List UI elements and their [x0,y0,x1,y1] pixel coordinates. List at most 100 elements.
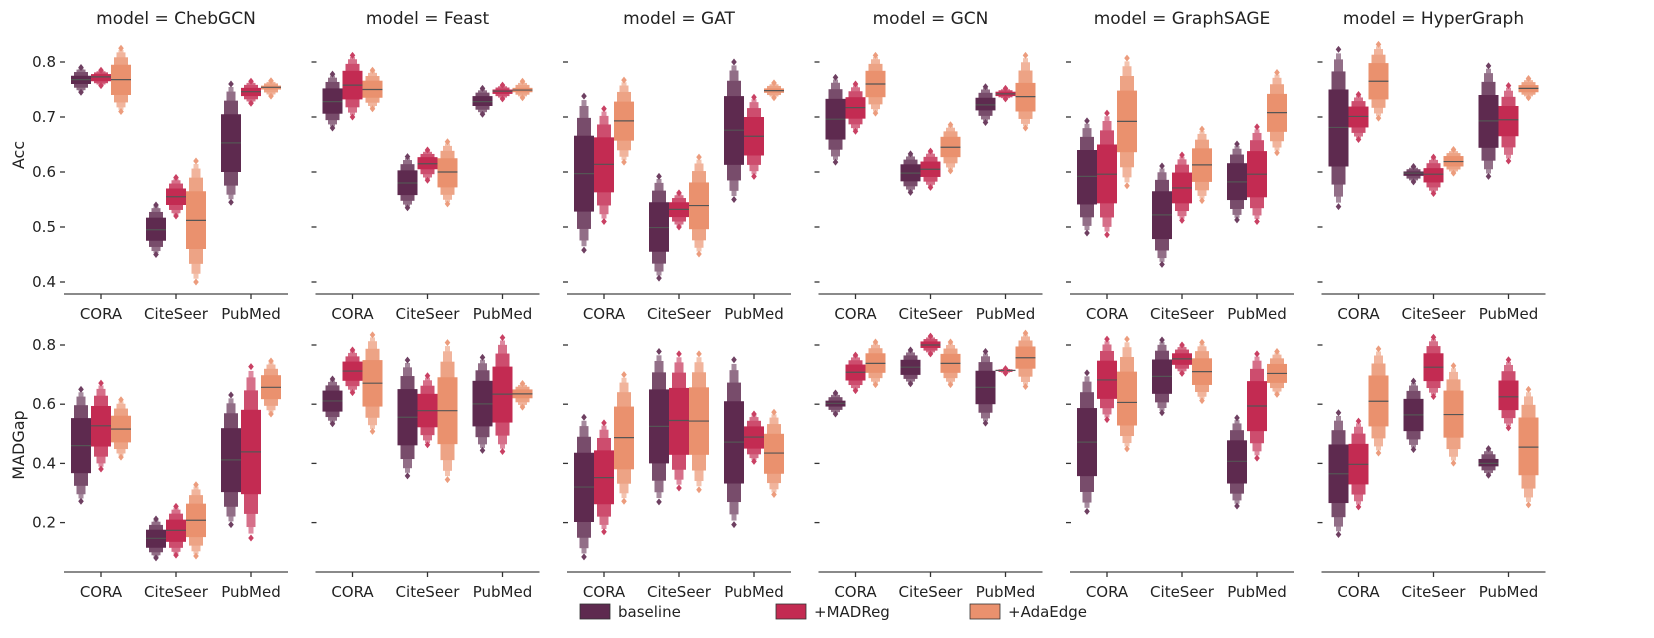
outlier-point [1410,445,1417,453]
y-tick-label: 0.8 [32,53,56,71]
outlier-point [621,371,627,379]
outlier-point [173,502,179,510]
boxen-baseline [975,348,996,427]
outlier-point [1084,229,1090,237]
outlier-point [1375,40,1382,48]
y-tick-label: 0.6 [32,395,56,413]
outlier-point [424,372,431,380]
y-axis-label: Acc [9,141,28,169]
outlier-point [248,77,254,85]
outlier-point [832,410,839,418]
boxen-adaedge [1443,362,1464,467]
outlier-point [1199,197,1205,205]
boxen-madreg [417,372,438,449]
boxen-baseline [1152,162,1172,268]
boxen-baseline [825,73,846,166]
outlier-point [329,420,336,428]
outlier-point [479,84,486,92]
outlier-point [329,70,336,78]
y-tick-label: 0.2 [32,514,56,532]
boxen-adaedge [111,44,131,115]
boxen-madreg [166,502,186,559]
outlier-point [676,189,682,197]
outlier-point [1430,189,1437,197]
outlier-point [1450,145,1457,153]
outlier-point [676,484,682,492]
outlier-point [369,331,376,339]
outlier-point [1179,151,1185,159]
outlier-point [499,81,506,89]
boxen-adaedge [689,153,709,258]
facet-panel: model = GCN CORA CiteSeer PubMed CORA CiteSee… [814,9,1043,601]
outlier-point [444,476,451,484]
outlier-point [696,153,702,161]
boxen-madreg [845,80,866,135]
boxen-madreg [594,105,614,225]
boxen-adaedge [261,357,281,418]
boxen-baseline [1403,163,1424,186]
outlier-point [1450,362,1457,370]
outlier-point [771,490,777,498]
boxen-madreg [91,379,111,473]
outlier-point [1335,530,1342,538]
boxen-madreg [492,81,513,103]
outlier-point [1179,341,1185,349]
outlier-point [751,410,757,418]
outlier-point [731,521,737,529]
outlier-point [1274,390,1280,398]
letter-value-box [91,74,111,82]
outlier-point [872,51,879,59]
outlier-point [479,110,486,118]
outlier-point [656,274,662,282]
outlier-point [1234,140,1240,148]
outlier-point [852,387,859,395]
boxen-adaedge [1518,385,1539,509]
outlier-point [1234,502,1240,510]
outlier-point [118,44,124,52]
boxen-madreg [669,350,689,492]
outlier-point [1450,459,1457,467]
boxen-adaedge [764,79,784,102]
boxen-madreg [1097,109,1117,239]
x-tick-label: CiteSeer [396,305,461,323]
outlier-point [1002,95,1009,103]
boxen-baseline [975,83,996,126]
outlier-point [832,158,839,166]
outlier-point [1022,51,1029,59]
y-tick-label: 0.5 [32,218,56,236]
outlier-point [78,88,84,96]
boxen-madreg [1172,341,1192,377]
outlier-point [581,413,587,421]
boxen-baseline [472,84,493,118]
outlier-point [1485,172,1492,180]
outlier-point [173,174,179,181]
outlier-point [479,353,486,361]
outlier-point [656,498,662,506]
letter-value-box [764,433,784,474]
boxen-adaedge [1368,40,1389,122]
boxen-baseline [1077,369,1097,515]
outlier-point [947,121,954,129]
facet-panel: model = GraphSAGE CORA CiteSeer PubMed CORA C… [1066,9,1294,601]
boxen-baseline [221,391,241,529]
boxen-madreg [1348,417,1369,511]
outlier-point [118,396,124,404]
boxen-madreg [920,332,941,358]
outlier-point [228,80,234,88]
x-tick-label: CiteSeer [899,305,964,323]
outlier-point [1450,169,1457,177]
boxen-adaedge [512,77,533,102]
outlier-point [78,64,84,71]
outlier-point [499,95,506,103]
boxen-madreg [1348,90,1369,144]
boxen-baseline [146,201,166,258]
outlier-point [1104,109,1110,117]
letter-value-box [1478,458,1499,467]
boxen-baseline [900,346,921,388]
x-tick-label: CiteSeer [1150,305,1215,323]
x-tick-label: CiteSeer [899,583,964,601]
outlier-point [1199,397,1205,405]
outlier-point [349,346,356,354]
boxen-adaedge [1192,125,1212,205]
y-tick-label: 0.6 [32,163,56,181]
